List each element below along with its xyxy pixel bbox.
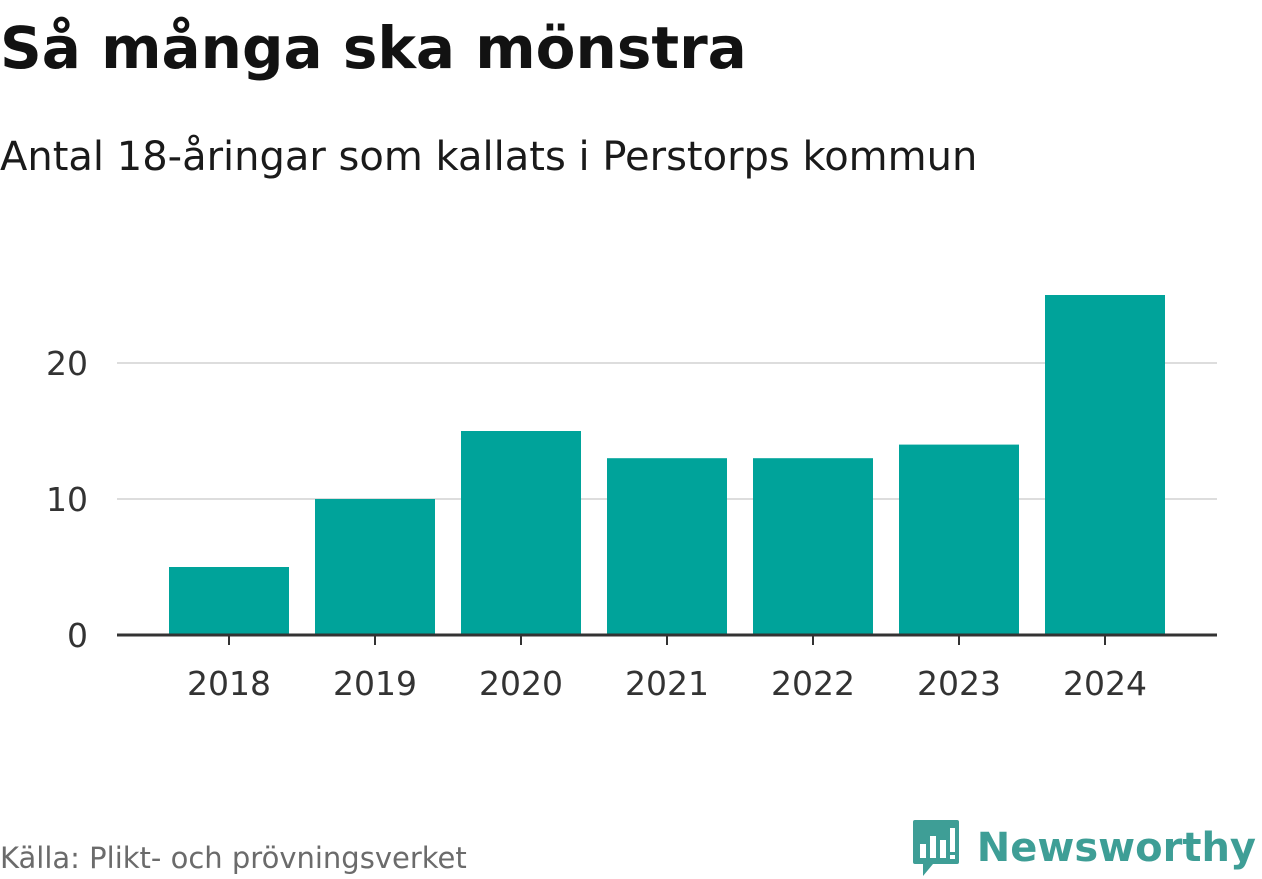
x-tick-label: 2024	[1063, 664, 1147, 703]
bar	[607, 458, 727, 635]
x-tick-label: 2020	[479, 664, 563, 703]
chart-title: Så många ska mönstra	[0, 14, 747, 82]
y-tick-label: 10	[46, 480, 88, 519]
x-tick-label: 2018	[187, 664, 271, 703]
brand-logo: Newsworthy	[911, 818, 1256, 878]
bar	[461, 431, 581, 635]
x-tick-label: 2019	[333, 664, 417, 703]
bar	[169, 567, 289, 635]
y-tick-label: 20	[46, 344, 88, 383]
axes	[117, 633, 1217, 645]
bar	[899, 444, 1019, 635]
brand-name: Newsworthy	[976, 825, 1256, 871]
x-tick-label: 2022	[771, 664, 855, 703]
tick-labels: 0 10 20 2018 2019 2020 2021 2022 2023 2024	[46, 344, 1147, 703]
newsworthy-logo-icon	[912, 820, 959, 876]
y-tick-label: 0	[67, 616, 88, 655]
bar	[753, 458, 873, 635]
x-tick-label: 2021	[625, 664, 709, 703]
source-note: Källa: Plikt- och prövningsverket	[0, 841, 467, 875]
chart-subtitle: Antal 18-åringar som kallats i Perstorps…	[0, 134, 978, 180]
x-tick-label: 2023	[917, 664, 1001, 703]
bar	[315, 499, 435, 635]
bars	[169, 295, 1165, 635]
bar	[1045, 295, 1165, 635]
